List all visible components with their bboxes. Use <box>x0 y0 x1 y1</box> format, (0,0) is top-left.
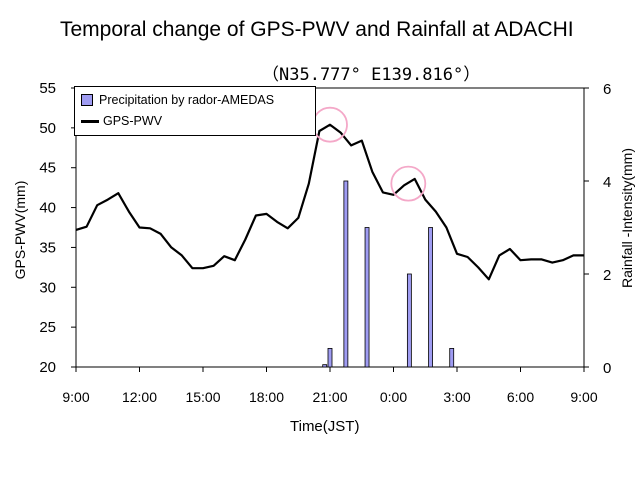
precipitation-bar <box>322 364 328 368</box>
x-axis-label: Time(JST) <box>290 418 360 435</box>
left-y-tick-label: 20 <box>39 359 56 376</box>
highlight-circle <box>390 165 427 202</box>
precipitation-bar <box>428 227 433 368</box>
y-axis-label-left: GPS-PWV(mm) <box>12 180 28 280</box>
legend: Precipitation by rador-AMEDAS GPS-PWV <box>74 86 316 136</box>
precipitation-bar <box>406 273 412 368</box>
precipitation-bar <box>364 227 370 368</box>
right-y-tick-label: 0 <box>603 360 611 377</box>
right-y-tick-label: 4 <box>603 174 611 191</box>
legend-item-gps-pwv: GPS-PWV <box>81 111 162 131</box>
legend-swatch-bar <box>81 94 93 106</box>
x-tick-label: 0:00 <box>380 389 407 405</box>
x-tick-label: 9:00 <box>62 389 89 405</box>
left-y-tick-label: 50 <box>39 120 56 137</box>
left-y-tick-label: 25 <box>39 319 56 336</box>
x-axis-ticks: 9:00 12:00 15:00 18:00 21:00 0:00 3:00 6:00 9:00 <box>62 367 598 405</box>
x-tick-label: 9:00 <box>570 389 597 405</box>
right-y-tick-label: 6 <box>603 81 611 98</box>
x-tick-label: 15:00 <box>185 389 220 405</box>
x-tick-label: 3:00 <box>443 389 470 405</box>
left-y-tick-label: 35 <box>39 239 56 256</box>
x-tick-label: 18:00 <box>249 389 284 405</box>
legend-label-gps-pwv: GPS-PWV <box>103 114 163 128</box>
precipitation-bar <box>327 347 333 368</box>
highlight-circles <box>312 106 427 202</box>
left-y-tick-label: 40 <box>39 200 56 217</box>
right-y-axis-ticks: 0 2 4 6 <box>584 81 611 377</box>
precipitation-bar <box>343 180 349 368</box>
right-y-tick-label: 2 <box>603 267 611 284</box>
legend-item-precipitation: Precipitation by rador-AMEDAS <box>81 90 274 110</box>
left-y-tick-label: 55 <box>39 80 56 97</box>
chart-subtitle: （N35.777° E139.816°） <box>262 65 481 85</box>
x-tick-label: 12:00 <box>122 389 157 405</box>
legend-swatch-line <box>81 119 99 123</box>
x-tick-label: 21:00 <box>312 389 347 405</box>
gps-pwv-line <box>75 123 584 281</box>
chart-title: Temporal change of GPS-PWV and Rainfall … <box>60 18 574 41</box>
left-y-tick-label: 30 <box>39 279 56 296</box>
precipitation-bar <box>449 347 455 368</box>
legend-label-precipitation: Precipitation by rador-AMEDAS <box>99 93 275 107</box>
x-tick-label: 6:00 <box>507 389 534 405</box>
left-y-tick-label: 45 <box>39 160 56 177</box>
precipitation-bars <box>322 180 455 368</box>
left-y-axis-ticks: 20 25 30 35 40 45 50 55 <box>39 80 76 376</box>
y-axis-label-right: Rainfall -Intensity(mm) <box>619 147 635 289</box>
